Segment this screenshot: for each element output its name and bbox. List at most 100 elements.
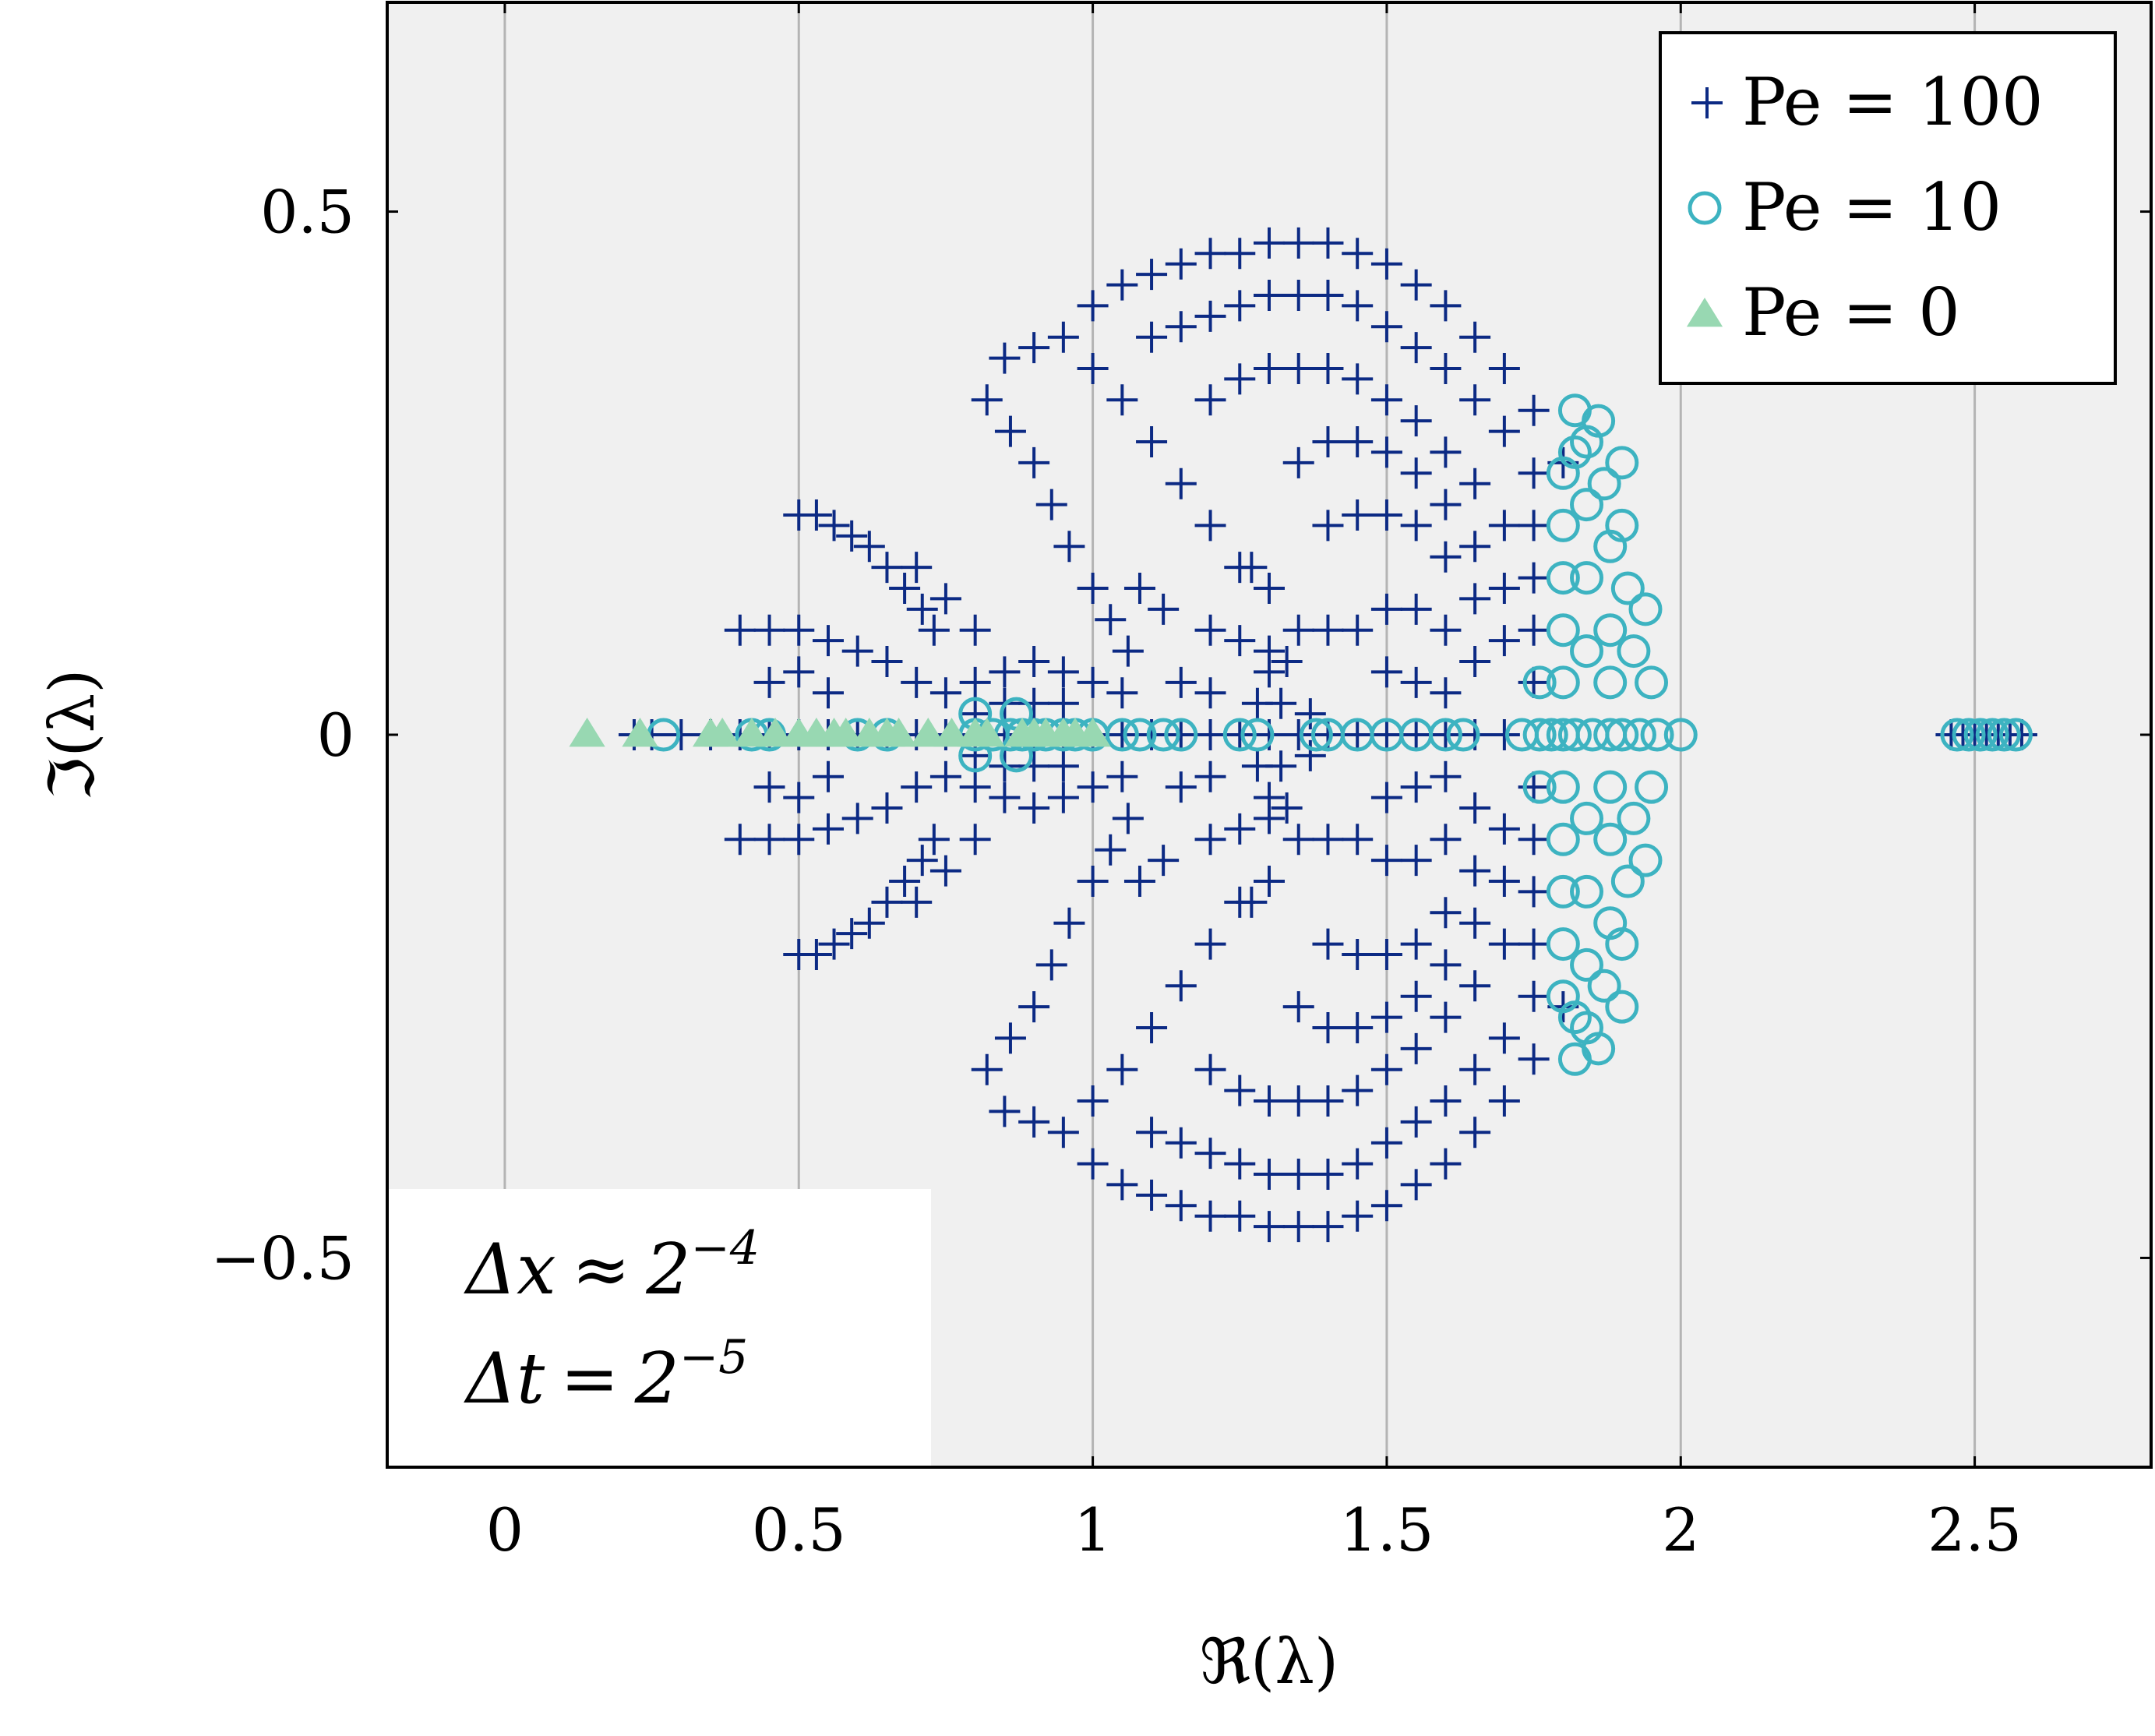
point-0-235 (1430, 541, 1462, 573)
series-pe-0 (569, 718, 1111, 747)
point-0-44 (853, 907, 885, 939)
point-0-205 (1224, 1074, 1256, 1106)
point-1-75 (1610, 864, 1645, 898)
point-1-49 (1546, 874, 1580, 909)
point-0-248 (1430, 614, 1462, 646)
point-0-224 (1312, 1012, 1344, 1043)
annotation-background (389, 1189, 931, 1466)
point-0-210 (1370, 1053, 1402, 1085)
point-0-71 (989, 656, 1021, 688)
y-axis-title: ℑ(λ) (36, 669, 108, 801)
point-0-273 (1194, 614, 1226, 646)
point-0-23 (1282, 719, 1314, 750)
point-1-79 (1628, 843, 1663, 877)
point-0-115 (1047, 321, 1079, 353)
point-0-212 (1430, 1001, 1462, 1033)
point-0-188 (1400, 1106, 1432, 1138)
point-0-276 (1194, 824, 1226, 856)
point-0-108 (929, 583, 961, 615)
point-0-270 (1148, 593, 1180, 625)
point-0-241 (1400, 928, 1432, 960)
point-0-274 (1224, 625, 1256, 657)
point-0-142 (1400, 269, 1432, 301)
point-0-163 (1518, 1043, 1550, 1075)
point-0-129 (1194, 928, 1226, 960)
point-0-263 (1518, 614, 1550, 646)
point-0-290 (1265, 687, 1297, 719)
legend-box (1659, 31, 2117, 385)
point-0-300 (1294, 739, 1326, 771)
point-0-67 (783, 782, 815, 813)
point-0-226 (1370, 1001, 1402, 1033)
point-0-272 (1148, 845, 1180, 877)
x-axis-title: ℜ(λ) (1200, 1625, 1338, 1698)
point-0-231 (1312, 510, 1344, 542)
point-1-60 (1570, 561, 1604, 595)
point-0-35 (853, 531, 885, 563)
point-0-137 (1254, 227, 1285, 259)
point-0-196 (1282, 353, 1314, 384)
point-0-292 (1265, 750, 1297, 782)
point-0-103 (1053, 907, 1085, 939)
point-0-73 (1047, 656, 1079, 688)
point-0-218 (1370, 436, 1402, 468)
ytick-label-0: −0.5 (210, 1223, 354, 1293)
point-0-281 (1165, 771, 1197, 803)
point-0-17 (1106, 719, 1138, 750)
point-1-50 (1546, 508, 1580, 542)
point-0-106 (1112, 803, 1144, 834)
point-0-233 (1370, 499, 1402, 531)
point-0-2 (665, 719, 697, 750)
point-0-283 (1236, 552, 1268, 584)
point-0-227 (1400, 980, 1432, 1012)
point-1-86 (1605, 446, 1639, 480)
point-0-95 (1053, 531, 1085, 563)
point-0-267 (1518, 876, 1550, 908)
point-1-44 (1546, 613, 1580, 647)
point-0-52 (813, 625, 844, 657)
point-0-53 (841, 635, 873, 667)
point-1-78 (1628, 592, 1663, 626)
point-1-17 (1164, 718, 1198, 752)
point-0-114 (1018, 332, 1050, 364)
point-1-59 (1570, 947, 1604, 982)
point-0-225 (1342, 1012, 1374, 1043)
point-0-177 (1488, 415, 1520, 447)
point-0-90 (1047, 750, 1079, 782)
point-1-40 (1640, 718, 1674, 752)
point-0-209 (1342, 1074, 1374, 1106)
point-0-198 (1342, 363, 1374, 395)
point-0-174 (1400, 332, 1432, 364)
point-0-223 (1282, 991, 1314, 1023)
point-1-70 (1593, 665, 1628, 700)
point-0-179 (1136, 1117, 1168, 1149)
point-1-89 (1952, 718, 1986, 752)
legend: Pe = 100 Pe = 10 Pe = 0 (1659, 31, 2117, 385)
point-0-201 (1430, 436, 1462, 468)
point-1-32 (1522, 718, 1557, 752)
point-0-127 (1136, 1012, 1168, 1043)
point-0-184 (1282, 1159, 1314, 1190)
point-0-279 (1165, 666, 1197, 698)
point-0-69 (929, 677, 961, 709)
point-0-232 (1342, 499, 1374, 531)
point-0-280 (1194, 677, 1226, 709)
legend-label-pe-100: Pe = 100 (1742, 64, 2044, 140)
point-0-89 (1018, 750, 1050, 782)
point-0-32 (800, 499, 832, 531)
point-0-150 (1136, 1179, 1168, 1211)
point-0-200 (1400, 405, 1432, 437)
point-1-54 (1557, 435, 1592, 469)
point-0-269 (1123, 573, 1155, 604)
point-0-94 (1035, 489, 1067, 520)
point-0-110 (901, 886, 933, 918)
point-1-63 (1570, 801, 1604, 835)
point-0-243 (1459, 855, 1491, 887)
point-1-87 (1605, 990, 1639, 1024)
point-2-22 (1074, 718, 1111, 747)
point-0-157 (1342, 1200, 1374, 1232)
point-1-61 (1570, 874, 1604, 909)
point-0-109 (959, 614, 991, 646)
point-0-192 (1518, 980, 1550, 1012)
